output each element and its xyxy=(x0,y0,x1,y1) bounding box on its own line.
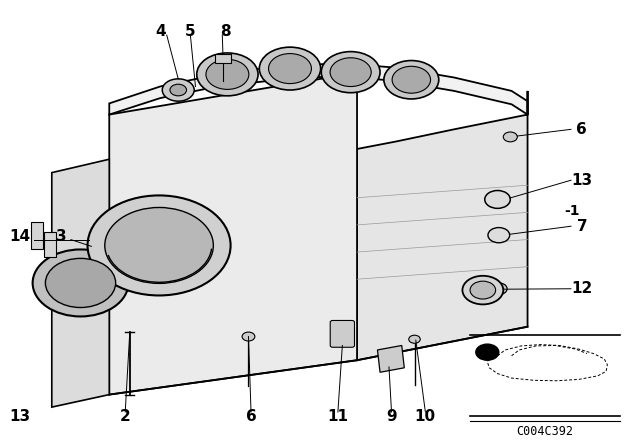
Polygon shape xyxy=(109,63,527,115)
Circle shape xyxy=(409,335,420,343)
Circle shape xyxy=(487,194,504,205)
Text: 3: 3 xyxy=(56,229,67,244)
FancyBboxPatch shape xyxy=(330,320,355,347)
Circle shape xyxy=(88,195,230,296)
Circle shape xyxy=(170,84,186,96)
Text: 2: 2 xyxy=(120,409,131,424)
Text: -1: -1 xyxy=(564,204,580,219)
Text: 13: 13 xyxy=(10,409,31,424)
FancyBboxPatch shape xyxy=(215,54,230,63)
Circle shape xyxy=(321,52,380,93)
Bar xyxy=(31,222,43,249)
Polygon shape xyxy=(357,91,527,360)
Text: 12: 12 xyxy=(572,281,593,296)
Circle shape xyxy=(33,250,129,316)
Circle shape xyxy=(392,66,431,93)
Circle shape xyxy=(476,344,499,360)
Text: 8: 8 xyxy=(220,25,231,39)
Polygon shape xyxy=(378,345,404,372)
Polygon shape xyxy=(109,76,357,395)
Text: 13: 13 xyxy=(572,173,593,188)
Circle shape xyxy=(490,229,507,241)
Circle shape xyxy=(196,53,258,96)
Circle shape xyxy=(384,60,439,99)
Circle shape xyxy=(330,58,371,86)
Polygon shape xyxy=(52,159,109,407)
Circle shape xyxy=(163,79,194,101)
Circle shape xyxy=(259,47,321,90)
Bar xyxy=(44,232,56,258)
Circle shape xyxy=(105,207,213,284)
Text: 6: 6 xyxy=(246,409,257,424)
Text: 11: 11 xyxy=(328,409,348,424)
Circle shape xyxy=(206,60,249,90)
Circle shape xyxy=(463,276,503,304)
Text: C004C392: C004C392 xyxy=(516,425,573,438)
Circle shape xyxy=(484,190,510,208)
Text: 5: 5 xyxy=(185,25,196,39)
Text: 10: 10 xyxy=(415,409,436,424)
Circle shape xyxy=(45,258,116,307)
Text: 9: 9 xyxy=(386,409,397,424)
Circle shape xyxy=(242,332,255,341)
Circle shape xyxy=(488,228,509,243)
Circle shape xyxy=(470,281,495,299)
Text: 14: 14 xyxy=(10,229,31,244)
Text: 7: 7 xyxy=(577,219,587,234)
Circle shape xyxy=(490,283,507,295)
Text: 4: 4 xyxy=(155,25,166,39)
Text: 6: 6 xyxy=(577,122,588,137)
Circle shape xyxy=(503,132,517,142)
Circle shape xyxy=(269,54,312,84)
